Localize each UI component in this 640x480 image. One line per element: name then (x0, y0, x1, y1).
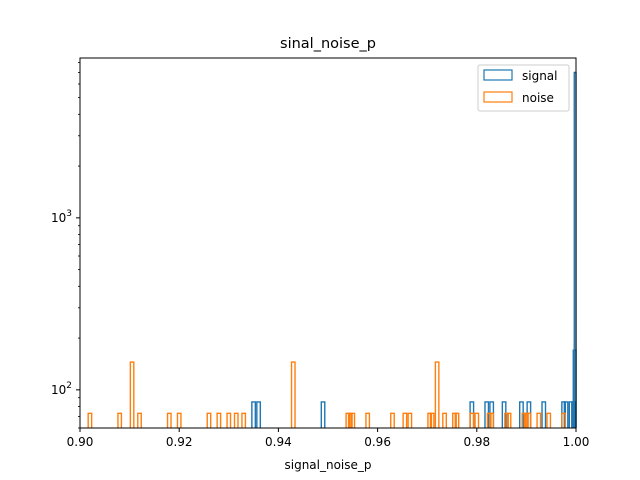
bar-noise-7 (216, 412, 222, 428)
bar-noise-29 (504, 412, 509, 428)
x-tick-label-1: 0.92 (166, 435, 193, 449)
legend-label-noise: noise (522, 91, 554, 105)
chart-title: sinal_noise_p (280, 36, 376, 52)
x-tick-label-0: 0.90 (67, 435, 94, 449)
bar-noise-34 (536, 412, 542, 428)
bar-noise-28 (489, 412, 495, 428)
plot-frame (79, 57, 577, 429)
x-axis-label: signal_noise_p (284, 458, 371, 472)
bar-noise-30 (506, 412, 512, 428)
bar-noise-10 (241, 412, 247, 428)
bar-noise-26 (474, 412, 480, 428)
bar-signal-7 (519, 401, 524, 428)
x-tick-label-4: 0.98 (463, 435, 490, 449)
x-tick-label-2: 0.94 (265, 435, 292, 449)
bar-signal-9 (541, 401, 547, 428)
bar-noise-6 (206, 412, 212, 428)
bar-noise-35 (546, 412, 552, 428)
legend-swatch-noise (483, 91, 513, 103)
bar-noise-12 (345, 412, 351, 428)
bar-signal-4 (484, 401, 490, 428)
legend-frame (477, 64, 570, 112)
bar-noise-14 (350, 412, 356, 428)
bar-noise-13 (347, 412, 353, 428)
bar-noise-18 (407, 412, 413, 428)
legend-swatch-signal (483, 69, 513, 81)
bar-signal-1 (256, 401, 261, 428)
bar-noise-23 (452, 412, 457, 428)
bar-noise-1 (117, 412, 123, 428)
bar-noise-19 (427, 412, 433, 428)
bars-layer (87, 71, 577, 428)
x-axis-ticks: 0.90 0.92 0.94 0.96 0.98 1.00 (67, 428, 590, 449)
bar-noise-22 (442, 412, 447, 428)
bar-noise-11 (290, 361, 296, 428)
bar-noise-0 (87, 412, 93, 428)
bar-noise-16 (390, 412, 395, 428)
bar-noise-21 (434, 361, 440, 428)
bar-noise-36 (561, 412, 567, 428)
bar-signal-0 (251, 401, 257, 428)
bar-noise-24 (454, 412, 460, 428)
bar-noise-3 (137, 412, 142, 428)
bar-signal-2 (320, 401, 326, 428)
bar-noise-33 (526, 412, 532, 428)
bar-noise-27 (486, 412, 492, 428)
y-axis-ticks: 102 103 (51, 62, 80, 429)
bar-noise-32 (523, 412, 529, 428)
bar-noise-15 (365, 412, 371, 428)
legend: signal noise (477, 64, 570, 112)
y-tick-label-1: 103 (51, 209, 72, 225)
bar-noise-5 (176, 412, 182, 428)
bar-signal-6 (501, 401, 507, 428)
bar-noise-25 (469, 412, 475, 428)
x-tick-label-5: 1.00 (563, 435, 590, 449)
x-tick-label-3: 0.96 (364, 435, 391, 449)
bar-noise-31 (521, 412, 527, 428)
bar-noise-9 (233, 412, 239, 428)
legend-label-signal: signal (522, 69, 558, 83)
bar-noise-17 (402, 412, 408, 428)
bar-noise-8 (226, 412, 232, 428)
bar-noise-2 (129, 361, 135, 428)
bar-noise-20 (429, 412, 435, 428)
y-tick-label-0: 102 (51, 381, 72, 397)
bar-signal-11 (563, 401, 569, 428)
bar-noise-4 (166, 412, 172, 428)
